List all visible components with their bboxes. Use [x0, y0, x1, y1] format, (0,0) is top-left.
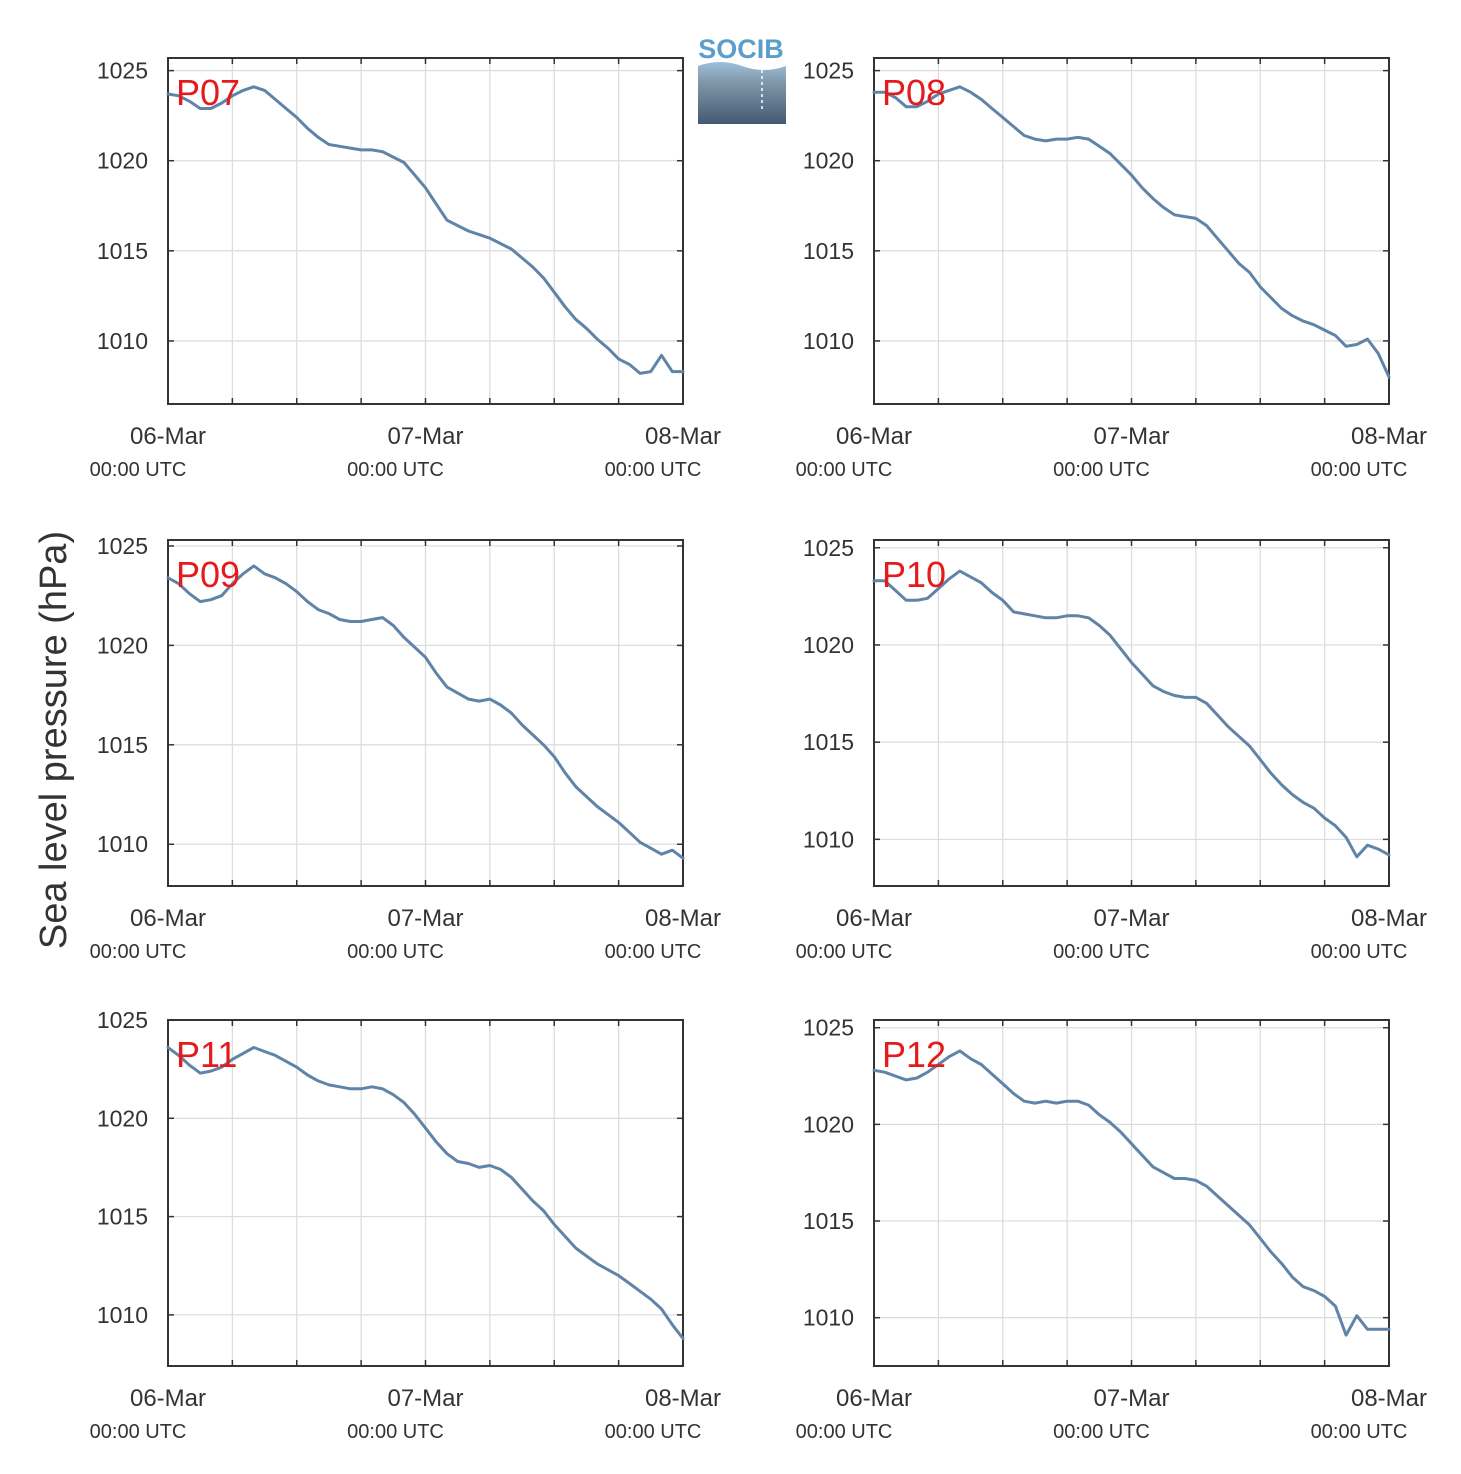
station-label: P07	[176, 72, 240, 113]
y-tick-label: 1015	[97, 1204, 148, 1230]
x-tick-label-time: 00:00 UTC	[90, 941, 187, 963]
panel-p08: 1010 1015 1020 1025 06-Mar 00:00 UTC 07-Mar 00:…	[796, 57, 1427, 481]
station-label: P10	[882, 554, 946, 595]
station-label: P11	[176, 1034, 237, 1075]
x-tick-label-time: 00:00 UTC	[347, 941, 444, 963]
x-tick-label-date: 06-Mar	[836, 905, 912, 932]
y-tick-label: 1020	[97, 1105, 148, 1131]
y-tick-label: 1010	[803, 826, 854, 852]
y-tick-label: 1025	[97, 1007, 148, 1033]
x-tick-label-time: 00:00 UTC	[347, 459, 444, 481]
x-tick-label-time: 00:00 UTC	[90, 1421, 187, 1443]
x-tick-label-date: 08-Mar	[645, 1385, 721, 1412]
x-tick-label-time: 00:00 UTC	[605, 459, 702, 481]
pressure-line-p07	[166, 85, 685, 375]
pressure-line-p11	[166, 1046, 685, 1340]
panel-p10: 1010 1015 1020 1025 06-Mar 00:00 UTC 07-Mar 00:…	[796, 535, 1427, 963]
y-tick-label: 1020	[803, 632, 854, 658]
pressure-line-p10	[872, 569, 1391, 859]
y-tick-label: 1010	[803, 328, 854, 354]
y-tick-label: 1025	[803, 58, 854, 84]
x-tick-label-time: 00:00 UTC	[796, 941, 893, 963]
x-tick-label-time: 00:00 UTC	[1311, 1421, 1408, 1443]
pressure-line-p09	[166, 564, 685, 860]
station-label: P08	[882, 72, 946, 113]
station-label: P12	[882, 1034, 946, 1075]
y-tick-label: 1015	[803, 238, 854, 264]
station-label: P09	[176, 554, 240, 595]
x-tick-label-time: 00:00 UTC	[605, 1421, 702, 1443]
x-tick-label-date: 08-Mar	[1351, 423, 1427, 450]
y-tick-label: 1020	[803, 148, 854, 174]
y-tick-label: 1010	[97, 831, 148, 857]
x-tick-label-date: 08-Mar	[645, 905, 721, 932]
x-tick-label-time: 00:00 UTC	[1053, 941, 1150, 963]
logo-text: SOCIB	[698, 34, 784, 64]
logo-wave	[698, 62, 786, 124]
x-tick-label-date: 07-Mar	[1093, 905, 1169, 932]
y-tick-label: 1020	[97, 632, 148, 658]
y-tick-label: 1010	[803, 1305, 854, 1331]
y-tick-label: 1010	[97, 1302, 148, 1328]
y-tick-label: 1020	[803, 1111, 854, 1137]
y-tick-label: 1015	[803, 729, 854, 755]
x-tick-label-date: 07-Mar	[1093, 423, 1169, 450]
x-tick-label-date: 08-Mar	[1351, 1385, 1427, 1412]
x-tick-label-date: 07-Mar	[387, 1385, 463, 1412]
y-tick-label: 1010	[97, 328, 148, 354]
x-tick-label-date: 06-Mar	[836, 423, 912, 450]
x-tick-label-time: 00:00 UTC	[605, 941, 702, 963]
y-tick-label: 1025	[803, 1015, 854, 1041]
x-tick-label-time: 00:00 UTC	[1053, 459, 1150, 481]
y-tick-label: 1015	[97, 732, 148, 758]
pressure-line-p08	[872, 85, 1391, 379]
panel-p11: 1010 1015 1020 1025 06-Mar 00:00 UTC 07-Mar 00:…	[90, 1007, 721, 1443]
y-tick-label: 1025	[97, 533, 148, 559]
panel-p07: 1010 1015 1020 1025 06-Mar 00:00 UTC 07-Mar 00:…	[90, 57, 721, 481]
x-tick-label-time: 00:00 UTC	[796, 459, 893, 481]
pressure-line-p12	[872, 1049, 1391, 1337]
x-tick-label-time: 00:00 UTC	[1053, 1421, 1150, 1443]
panel-p09: 1010 1015 1020 1025 06-Mar 00:00 UTC 07-Mar 00:…	[90, 533, 721, 963]
x-tick-label-time: 00:00 UTC	[1311, 941, 1408, 963]
x-tick-label-time: 00:00 UTC	[1311, 459, 1408, 481]
x-tick-label-date: 07-Mar	[387, 905, 463, 932]
y-axis-label: Sea level pressure (hPa)	[33, 531, 75, 949]
x-tick-label-date: 06-Mar	[130, 1385, 206, 1412]
x-tick-label-date: 08-Mar	[645, 423, 721, 450]
y-tick-label: 1025	[97, 58, 148, 84]
socib-logo: SOCIB	[698, 34, 786, 124]
x-tick-label-date: 08-Mar	[1351, 905, 1427, 932]
x-tick-label-date: 06-Mar	[836, 1385, 912, 1412]
panels: 1010 1015 1020 1025 06-Mar 00:00 UTC 07-Mar 00:…	[90, 57, 1427, 1443]
y-tick-label: 1015	[97, 238, 148, 264]
panel-p12: 1010 1015 1020 1025 06-Mar 00:00 UTC 07-Mar 00:…	[796, 1015, 1427, 1443]
x-tick-label-time: 00:00 UTC	[347, 1421, 444, 1443]
x-tick-label-date: 06-Mar	[130, 905, 206, 932]
x-tick-label-date: 07-Mar	[1093, 1385, 1169, 1412]
x-tick-label-time: 00:00 UTC	[796, 1421, 893, 1443]
y-tick-label: 1020	[97, 148, 148, 174]
y-tick-label: 1015	[803, 1208, 854, 1234]
x-tick-label-time: 00:00 UTC	[90, 459, 187, 481]
x-tick-label-date: 07-Mar	[387, 423, 463, 450]
x-tick-label-date: 06-Mar	[130, 423, 206, 450]
y-tick-label: 1025	[803, 535, 854, 561]
